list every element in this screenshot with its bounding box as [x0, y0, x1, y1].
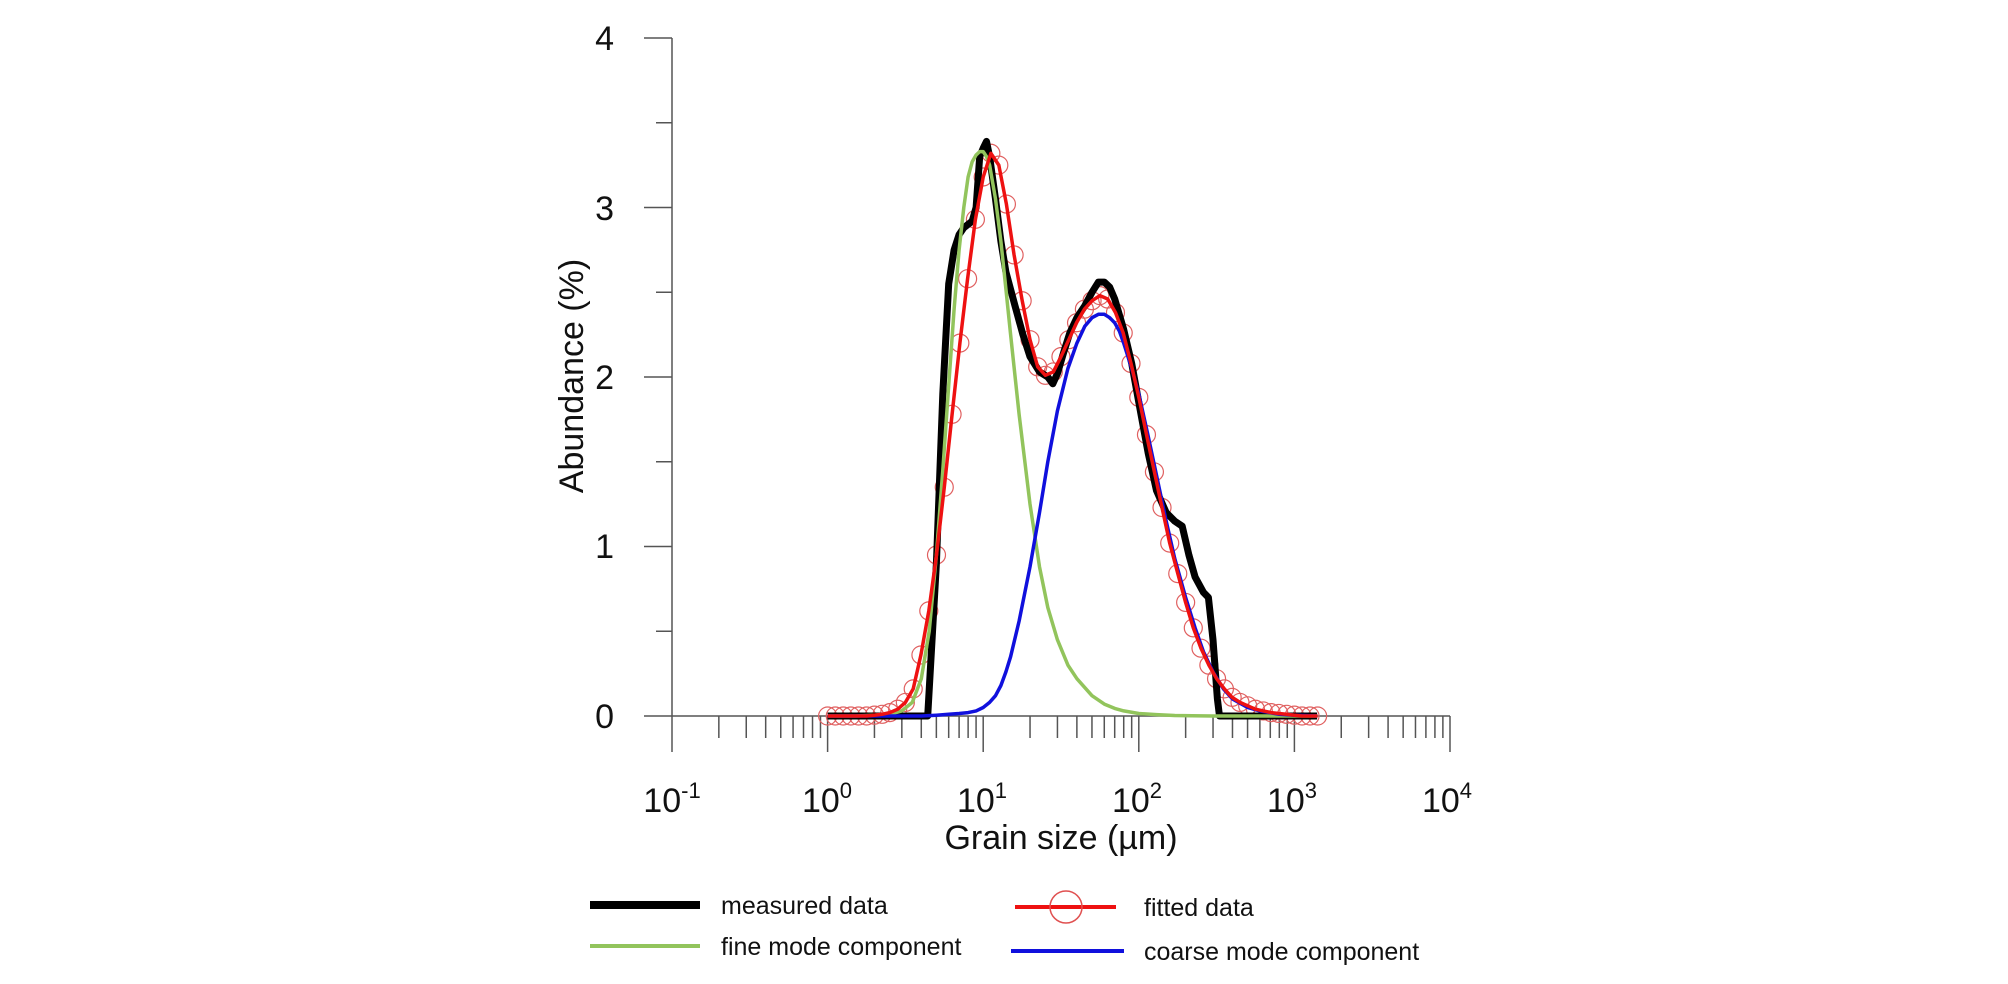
legend-label-coarse: coarse mode component — [1144, 938, 1419, 966]
legend-item-fitted: fitted data — [1015, 890, 1254, 924]
legend-swatch-fitted-circle — [1049, 890, 1083, 924]
legend-item-measured: measured data — [590, 892, 888, 920]
series-coarse-mode — [827, 312, 1318, 718]
x-tick-label-1: 100 — [802, 778, 852, 820]
axes — [644, 37, 1451, 752]
series-layer — [817, 137, 1328, 726]
y-tick-label-4: 4 — [595, 20, 614, 58]
legend-label-fitted: fitted data — [1144, 894, 1254, 922]
series-fitted-data — [827, 151, 1318, 718]
fitted-data-point — [1191, 638, 1211, 658]
y-tick-label-1: 1 — [595, 528, 614, 566]
x-tick-label-4: 103 — [1267, 778, 1317, 820]
x-ticks — [671, 716, 1451, 752]
x-tick-labels: 10-1 100 101 102 103 104 — [643, 778, 1472, 820]
y-ticks — [644, 37, 672, 717]
x-tick-label-2: 101 — [957, 778, 1007, 820]
x-tick-label-5: 104 — [1422, 778, 1472, 820]
y-tick-label-0: 0 — [595, 698, 614, 736]
series-fine-mode — [827, 149, 1318, 718]
legend-label-fine: fine mode component — [721, 933, 961, 961]
legend-item-coarse: coarse mode component — [1011, 938, 1419, 966]
y-tick-labels: 0 1 2 3 4 — [595, 20, 614, 736]
x-tick-label-0: 10-1 — [643, 778, 700, 820]
series-measured-data — [827, 137, 1318, 720]
legend: measured data fitted data fine mode comp… — [590, 890, 1419, 966]
legend-label-measured: measured data — [721, 892, 888, 920]
y-tick-label-2: 2 — [595, 359, 614, 397]
x-tick-label-3: 102 — [1112, 778, 1162, 820]
y-axis-title: Abundance (%) — [553, 259, 591, 493]
y-tick-label-3: 3 — [595, 190, 614, 228]
legend-item-fine: fine mode component — [590, 933, 961, 961]
x-axis-title: Grain size (µm) — [944, 819, 1177, 857]
